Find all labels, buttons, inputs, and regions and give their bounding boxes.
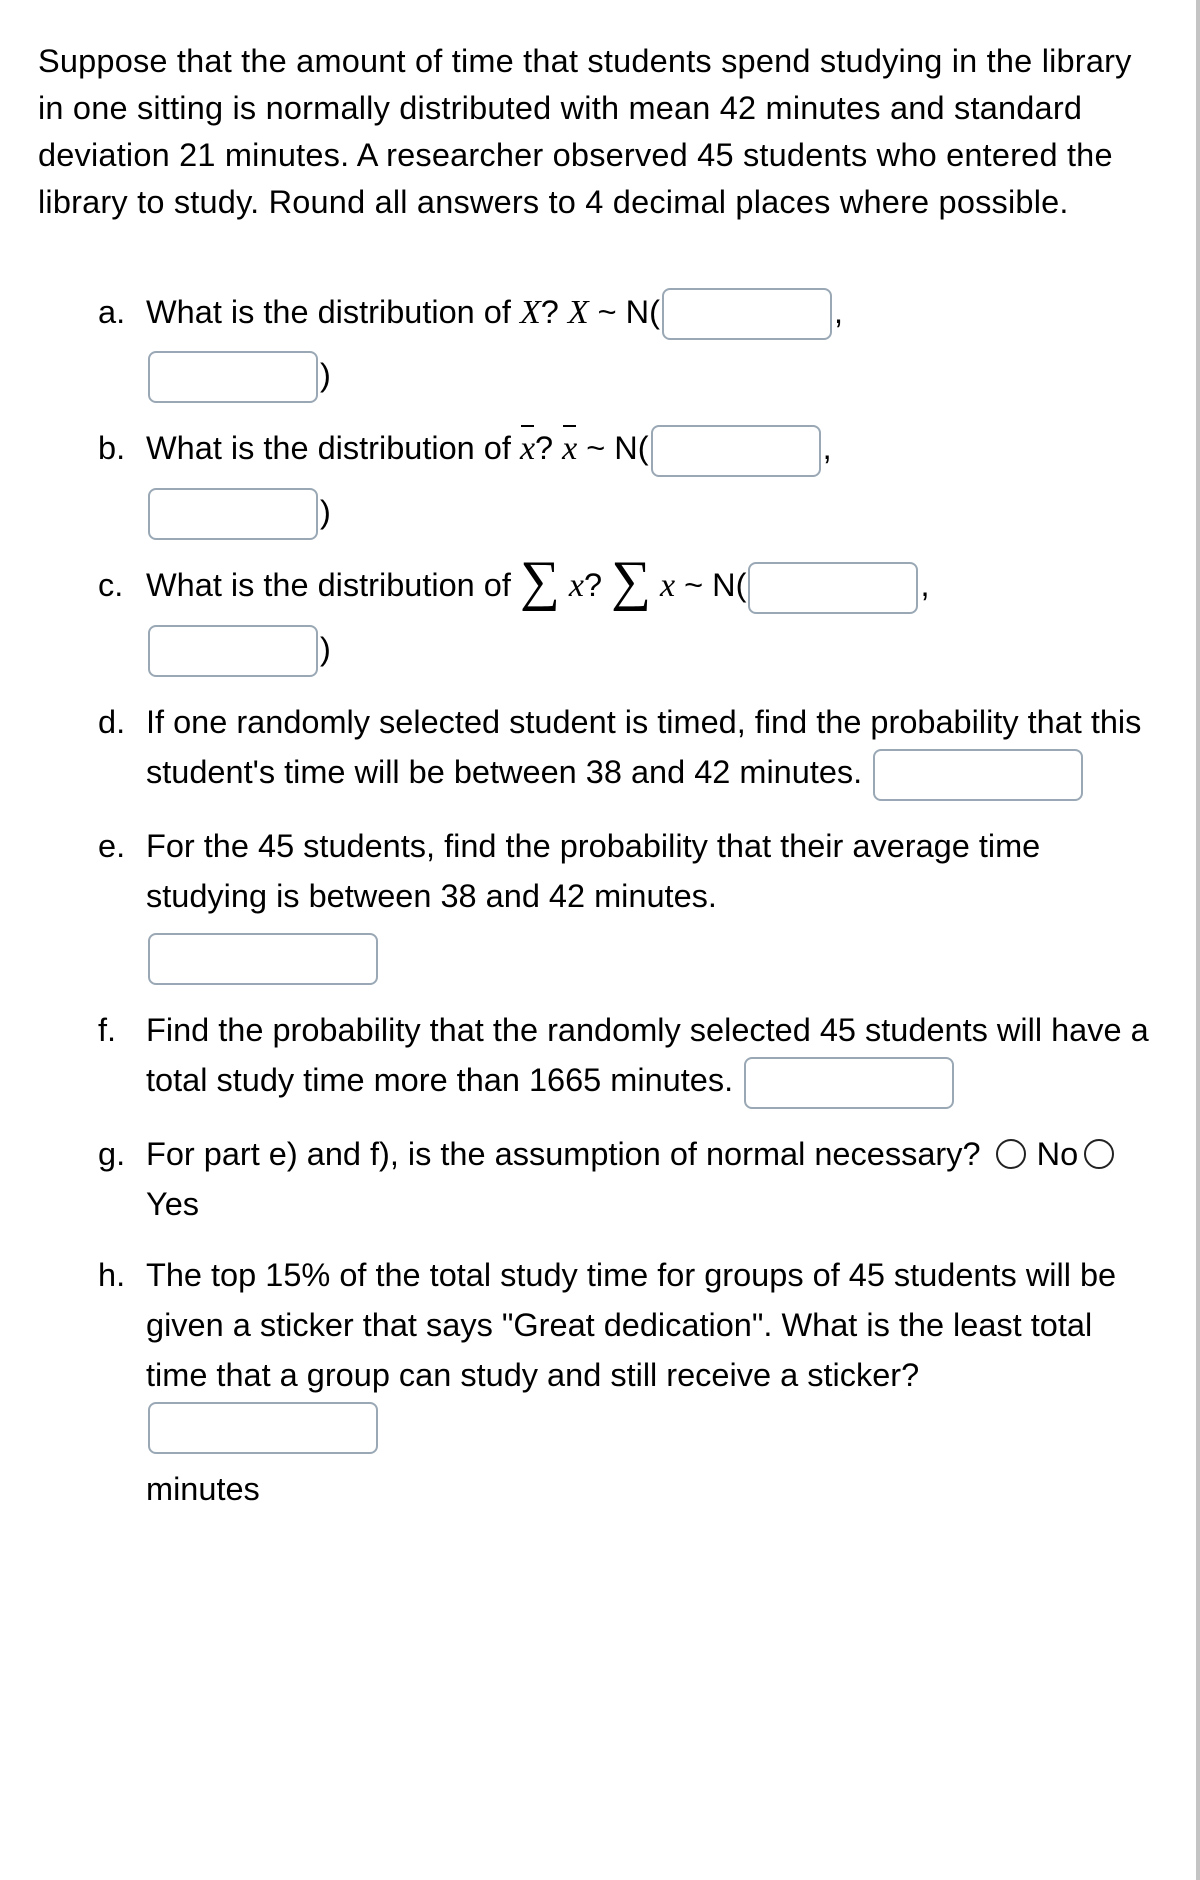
question-d: d. If one randomly selected student is t…: [98, 697, 1156, 801]
question-e: e. For the 45 students, find the probabi…: [98, 821, 1156, 985]
marker-h: h.: [98, 1250, 125, 1300]
q-g-text: For part e) and f), is the assumption of…: [146, 1136, 990, 1172]
marker-g: g.: [98, 1129, 125, 1179]
marker-b: b.: [98, 423, 125, 473]
q-h-text: The top 15% of the total study time for …: [146, 1257, 1116, 1394]
radio-yes[interactable]: [1084, 1139, 1114, 1169]
marker-a: a.: [98, 287, 125, 337]
q-c-close: ): [320, 631, 331, 667]
q-e-text: For the 45 students, find the probabilit…: [146, 828, 1040, 914]
q-b-qmark: ?: [535, 430, 562, 466]
input-b-mean[interactable]: [651, 425, 821, 477]
var-xbar: x: [520, 423, 535, 476]
q-b-text: What is the distribution of: [146, 430, 520, 466]
q-c-tilde: ~ N(: [675, 567, 746, 603]
marker-e: e.: [98, 821, 125, 871]
var-sumx: x: [569, 567, 584, 604]
var-X: X: [520, 294, 541, 331]
input-a-sd[interactable]: [148, 351, 318, 403]
question-h: h. The top 15% of the total study time f…: [98, 1250, 1156, 1515]
var-sumx2: x: [660, 567, 675, 604]
var-X2: X: [568, 294, 589, 331]
input-d[interactable]: [873, 749, 1083, 801]
q-h-unit: minutes: [146, 1471, 260, 1507]
q-b-comma: ,: [823, 430, 832, 466]
q-b-tilde: ~ N(: [577, 430, 648, 466]
q-a-tilde: ~ N(: [589, 294, 660, 330]
page-container: Suppose that the amount of time that stu…: [0, 0, 1200, 1880]
q-a-qmark: ?: [541, 294, 568, 330]
q-a-text: What is the distribution of: [146, 294, 520, 330]
marker-d: d.: [98, 697, 125, 747]
input-c-sd[interactable]: [148, 625, 318, 677]
sigma-icon: ∑: [520, 570, 560, 592]
radio-no[interactable]: [996, 1139, 1026, 1169]
marker-c: c.: [98, 560, 123, 610]
intro-paragraph: Suppose that the amount of time that stu…: [38, 38, 1156, 227]
marker-f: f.: [98, 1005, 116, 1055]
question-g: g. For part e) and f), is the assumption…: [98, 1129, 1156, 1230]
q-c-text: What is the distribution of: [146, 567, 520, 603]
q-c-comma: ,: [920, 567, 929, 603]
question-f: f. Find the probability that the randoml…: [98, 1005, 1156, 1109]
q-b-close: ): [320, 494, 331, 530]
question-list: a. What is the distribution of X? X ~ N(…: [98, 287, 1156, 1515]
question-a: a. What is the distribution of X? X ~ N(…: [98, 287, 1156, 404]
input-b-sd[interactable]: [148, 488, 318, 540]
q-a-comma: ,: [834, 294, 843, 330]
q-a-close: ): [320, 357, 331, 393]
q-c-qmark: ?: [584, 567, 611, 603]
q-f-text: Find the probability that the randomly s…: [146, 1012, 1149, 1098]
var-xbar2: x: [562, 423, 577, 476]
input-c-mean[interactable]: [748, 562, 918, 614]
question-c: c. What is the distribution of ∑ x? ∑ x …: [98, 560, 1156, 677]
question-b: b. What is the distribution of x? x ~ N(…: [98, 423, 1156, 540]
input-f[interactable]: [744, 1057, 954, 1109]
sigma-icon-2: ∑: [611, 570, 651, 592]
label-yes: Yes: [146, 1186, 199, 1222]
label-no: No: [1037, 1136, 1079, 1172]
input-e[interactable]: [148, 933, 378, 985]
input-h[interactable]: [148, 1402, 378, 1454]
input-a-mean[interactable]: [662, 288, 832, 340]
